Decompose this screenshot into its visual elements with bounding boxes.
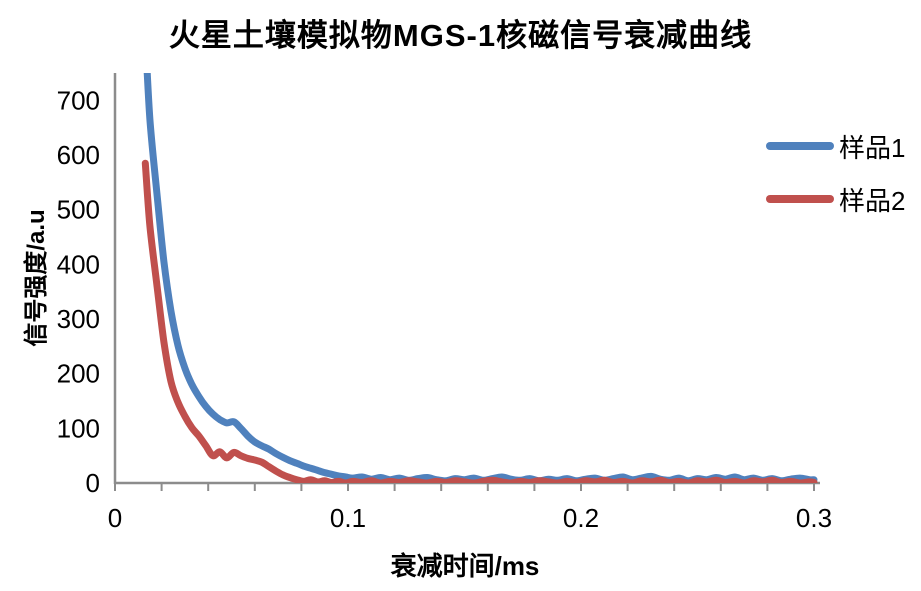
y-tick-label: 100 [57, 413, 100, 443]
sample1-line-swatch [766, 142, 834, 150]
y-tick-label: 700 [57, 85, 100, 115]
legend-label-sample2: 样品2 [839, 185, 906, 216]
y-tick-label: 500 [57, 195, 100, 225]
x-tick-label: 0.3 [796, 503, 832, 533]
y-tick-label: 0 [86, 468, 100, 498]
x-axis-title: 衰减时间/ms [390, 551, 540, 581]
series-curve-2 [141, 159, 818, 483]
x-tick-label: 0 [108, 503, 122, 533]
sample2-line-swatch [766, 195, 834, 203]
y-tick-label: 300 [57, 304, 100, 334]
y-tick-label: 400 [57, 249, 100, 279]
y-tick-label: 600 [57, 140, 100, 170]
y-tick-label: 200 [57, 359, 100, 389]
series-curve-1 [143, 73, 818, 483]
legend-item-sample2: 样品2 [766, 184, 905, 216]
legend: 样品1 样品2 [766, 131, 905, 216]
legend-item-sample1: 样品1 [766, 131, 905, 163]
x-tick-label: 0.1 [330, 503, 366, 533]
chart-title: 火星土壤模拟物MGS-1核磁信号衰减曲线 [168, 18, 753, 53]
x-tick-label: 0.2 [563, 503, 599, 533]
legend-label-sample1: 样品1 [839, 132, 906, 163]
